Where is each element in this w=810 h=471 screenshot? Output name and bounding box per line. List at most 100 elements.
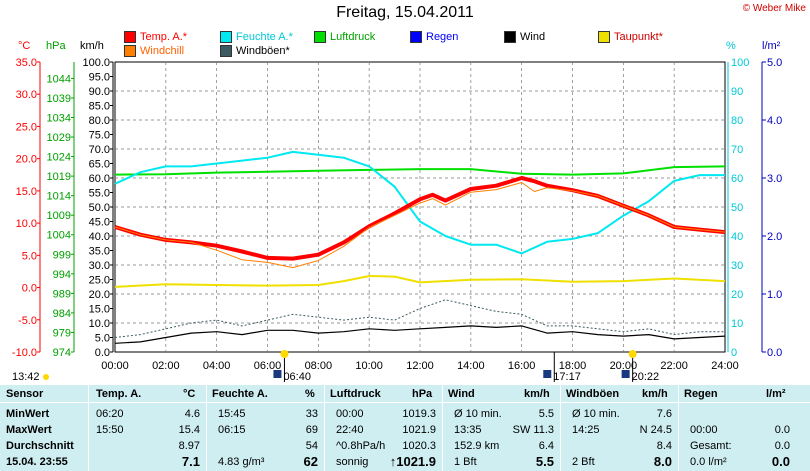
- table-cell-hum_val: 33: [305, 408, 318, 420]
- humidity-tick-label: 60: [731, 173, 743, 185]
- table-cell-label: MinWert: [6, 408, 50, 420]
- table-cell-label: 15.04. 23:55: [6, 456, 68, 468]
- table-cell-temp_time: 15:50: [96, 424, 124, 436]
- table-cell-hum_time: 15:45: [218, 408, 246, 420]
- table-cell-gust_val: N 24.5: [639, 424, 672, 436]
- table-cell-label: Durchschnitt: [6, 440, 74, 452]
- pressure_hpa-tick-label: 1044: [47, 73, 71, 85]
- rain-tick-label: 5.0: [767, 57, 782, 69]
- wind_kmh-tick-label: 55.0: [89, 188, 110, 200]
- table-cell-wind_time: 152.9 km: [454, 440, 500, 452]
- table-header-pressure: Luftdruck: [330, 388, 381, 400]
- series-line-windchill: [114, 182, 726, 269]
- left-time-label: 13:42: [12, 371, 40, 383]
- table-cell-rain_time: 00:00: [690, 424, 718, 436]
- legend-label: Feuchte A.*: [236, 31, 293, 43]
- temp_c-tick-label: 30.0: [16, 89, 37, 101]
- table-cell-press_val: ↑1021.9: [389, 454, 436, 469]
- markers-group: 06:40 17:17 20:22 13:42: [12, 350, 659, 383]
- rain-tick-label: 2.0: [767, 231, 782, 243]
- legend-label: Temp. A.*: [140, 31, 188, 43]
- sun-icon: [280, 350, 289, 358]
- series-line-wind: [114, 325, 726, 344]
- humidity-tick-label: 40: [731, 231, 743, 243]
- table-cell-wind_time: 1 Bft: [454, 456, 477, 468]
- legend-swatch-icon: [124, 31, 136, 43]
- humidity-tick-label: 30: [731, 260, 743, 272]
- table-cell-wind_val: SW 11.3: [512, 424, 554, 436]
- wind_kmh-tick-label: 5.0: [95, 333, 110, 345]
- pressure_hpa-tick-label: 1039: [47, 93, 71, 105]
- table-cell-rain_val: 0.0: [774, 440, 790, 452]
- table-header-gust: Windböen: [566, 388, 620, 400]
- table-cell-press_time: 22:40: [336, 424, 364, 436]
- chart-title: Freitag, 15.04.2011: [336, 4, 474, 21]
- table-header-pressure-unit: hPa: [412, 388, 433, 400]
- temp_c-tick-label: -10.0: [12, 347, 37, 359]
- table-header-temp-unit: °C: [183, 388, 196, 400]
- table-cell-gust_time: 2 Bft: [572, 456, 595, 468]
- table-header-humidity: Feuchte A.: [212, 388, 268, 400]
- wind_kmh-tick-label: 80.0: [89, 115, 110, 127]
- table-cell-press_val: 1019.3: [402, 408, 436, 420]
- series-line-feuchtea: [114, 150, 725, 255]
- rain-unit-label: l/m²: [762, 40, 781, 52]
- legend-label: Luftdruck: [330, 31, 376, 43]
- legend-swatch-icon: [410, 31, 422, 43]
- pressure_hpa-tick-label: 984: [53, 308, 71, 320]
- legend-label: Windböen*: [236, 45, 290, 57]
- wind_kmh-tick-label: 100.0: [82, 57, 110, 69]
- pressure_hpa-tick-label: 1024: [47, 152, 71, 164]
- temp_c-tick-label: 5.0: [22, 250, 37, 262]
- humidity-tick-label: 100: [731, 57, 749, 69]
- humidity-tick-label: 90: [731, 86, 743, 98]
- rain-tick-label: 1.0: [767, 289, 782, 301]
- wind_kmh-tick-label: 40.0: [89, 231, 110, 243]
- table-cell-wind_time: Ø 10 min.: [454, 408, 502, 420]
- legend-label: Windchill: [140, 45, 185, 57]
- humidity-tick-label: 20: [731, 289, 743, 301]
- legend-gusts: Windböen*: [220, 45, 290, 57]
- x-tick-label: 18:00: [559, 360, 587, 372]
- temp_c-tick-label: 10.0: [16, 218, 37, 230]
- table-cell-label: MaxWert: [6, 424, 52, 436]
- wind_kmh-tick-label: 45.0: [89, 217, 110, 229]
- table-cell-hum_time: 06:15: [218, 424, 246, 436]
- table-cell-press_val: 1020.3: [402, 440, 436, 452]
- table-cell-wind_time: 13:35: [454, 424, 482, 436]
- table-header-wind-unit: km/h: [524, 388, 550, 400]
- pressure-unit-label: hPa: [46, 40, 66, 52]
- pressure_hpa-tick-label: 1029: [47, 132, 71, 144]
- weather-chart: 00:00 02:00 04:00 06:00 08:00 10:00 12:00 14:00…: [12, 57, 782, 383]
- pressure_hpa-tick-label: 994: [53, 269, 71, 281]
- wind_kmh-tick-label: 35.0: [89, 246, 110, 258]
- table-cell-gust_time: 14:25: [572, 424, 600, 436]
- legend-swatch-icon: [598, 31, 610, 43]
- temp_c-tick-label: 15.0: [16, 186, 37, 198]
- table-cell-hum_val: 54: [305, 440, 318, 452]
- legend-rain: Regen: [410, 31, 458, 43]
- x-tick-label: 16:00: [508, 360, 536, 372]
- series-group: [114, 150, 726, 344]
- rain-tick-label: 4.0: [767, 115, 782, 127]
- table-cell-press_time: ^0.8hPa/h: [336, 440, 386, 452]
- table-cell-wind_val: 5.5: [535, 454, 554, 469]
- humidity-tick-label: 50: [731, 202, 743, 214]
- legend-pressure: Luftdruck: [314, 31, 375, 43]
- temp_c-tick-label: 25.0: [16, 121, 37, 133]
- pressure_hpa-tick-label: 1014: [47, 191, 71, 203]
- summary-table: Sensor Temp. A. °C Feuchte A. % Luftdruc…: [0, 385, 810, 471]
- table-cell-hum_val: 62: [303, 454, 318, 469]
- legend-wind: Wind: [504, 31, 545, 43]
- series-line-windben: [114, 299, 725, 338]
- axes: 00:00 02:00 04:00 06:00 08:00 10:00 12:00 14:00…: [12, 57, 782, 372]
- wind_kmh-tick-label: 30.0: [89, 260, 110, 272]
- wind_kmh-tick-label: 25.0: [89, 275, 110, 287]
- x-tick-label: 04:00: [203, 360, 231, 372]
- wind_kmh-tick-label: 75.0: [89, 130, 110, 142]
- rain-tick-label: 3.0: [767, 173, 782, 185]
- humidity-tick-label: 10: [731, 318, 743, 330]
- temp_c-tick-label: 20.0: [16, 154, 37, 166]
- humidity-tick-label: 80: [731, 115, 743, 127]
- x-tick-label: 00:00: [101, 360, 129, 372]
